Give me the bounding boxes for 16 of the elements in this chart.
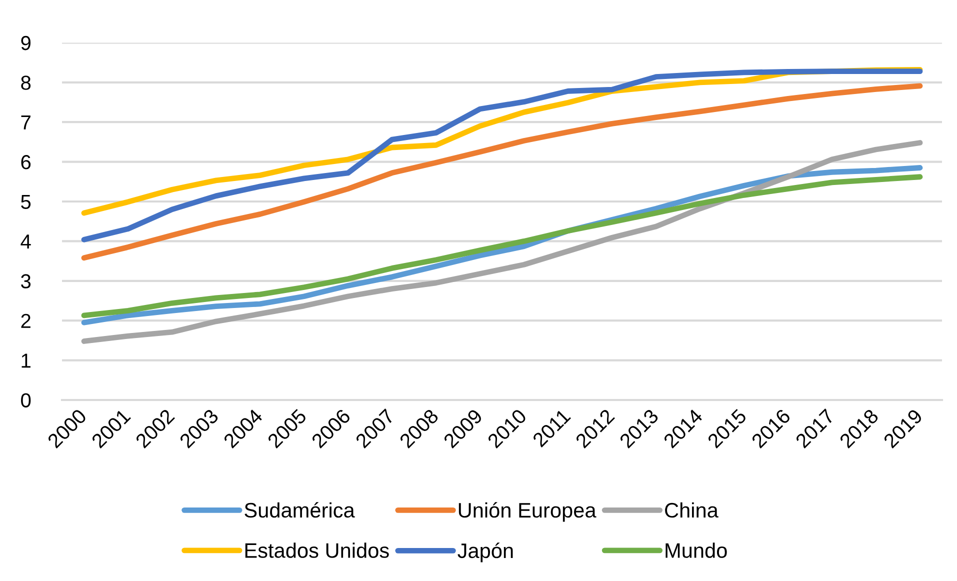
legend-label: Unión Europea bbox=[458, 502, 596, 522]
y-tick-label: 0 bbox=[21, 393, 31, 408]
y-tick-label: 8 bbox=[21, 76, 31, 90]
y-tick-label: 7 bbox=[21, 116, 30, 130]
legend-label: Estados Unidos bbox=[245, 542, 389, 558]
y-tick-label: 1 bbox=[22, 354, 30, 368]
y-tick-label: 2 bbox=[21, 314, 30, 328]
y-tick-label: 6 bbox=[21, 155, 31, 170]
y-tick-label: 5 bbox=[21, 194, 31, 209]
y-tick-label: 3 bbox=[21, 274, 31, 288]
legend-label: China bbox=[665, 502, 718, 518]
y-tick-label: 4 bbox=[20, 234, 31, 248]
legend-label: Japón bbox=[458, 542, 513, 562]
y-tick-label: 9 bbox=[21, 36, 30, 50]
legend-label: Mundo bbox=[666, 542, 727, 558]
legend-label: Sudamérica bbox=[244, 502, 355, 518]
